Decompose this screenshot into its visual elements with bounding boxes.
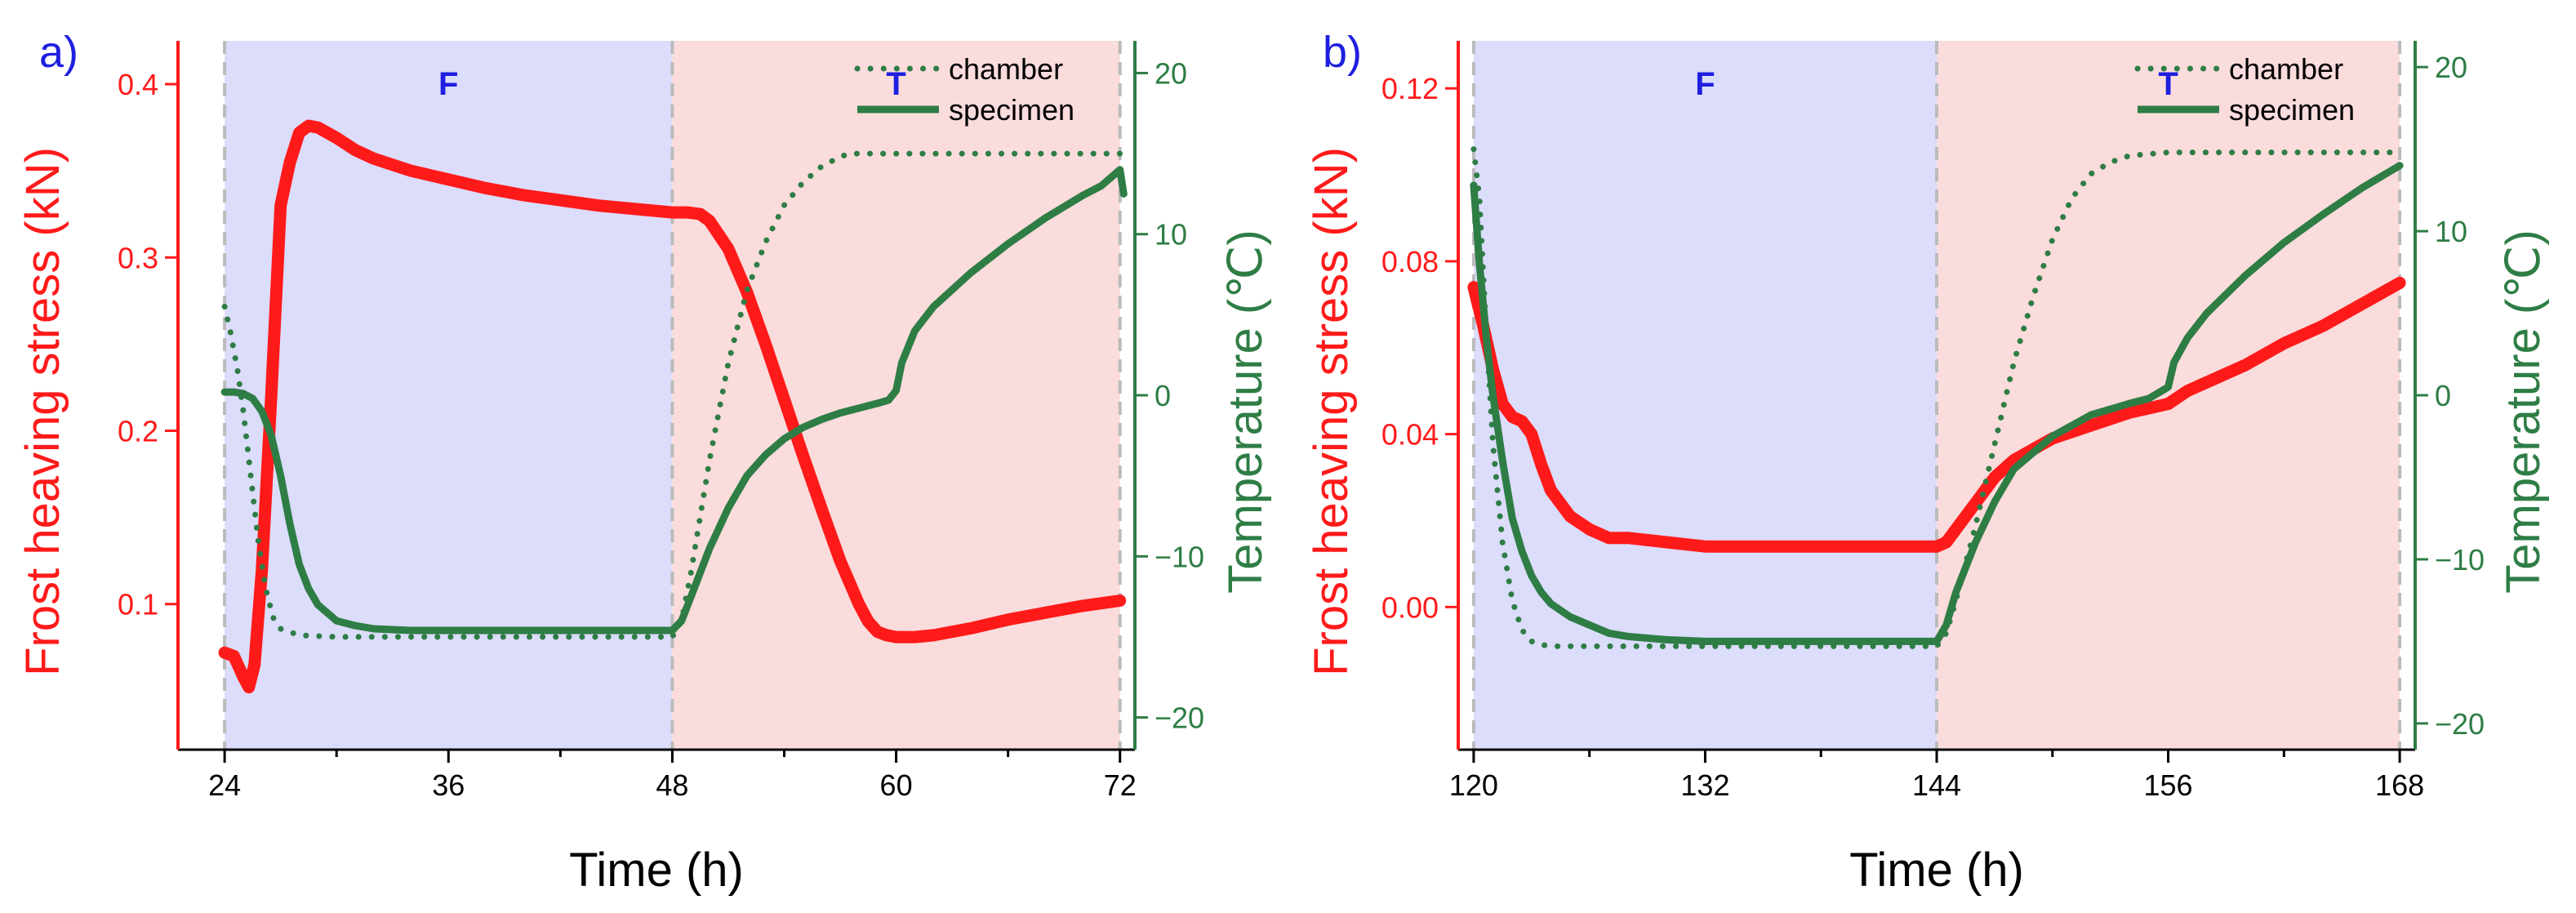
x-tick-label: 132 xyxy=(1680,768,1729,802)
left-y-tick-label: 0.12 xyxy=(1381,72,1439,105)
chart-panel-a: F T 24 36 48 60 72 0.1 0.2 0.3 0.4 −20 −10 0 10 20 Time … xyxy=(16,28,1272,897)
right-y-tick-label: 10 xyxy=(2435,215,2467,248)
phase-band-freeze xyxy=(1473,41,1937,750)
left-y-tick-label: 0.1 xyxy=(118,588,158,621)
right-y-tick-label: −10 xyxy=(2435,543,2485,577)
series-line-frost-heaving-stress xyxy=(218,119,1127,694)
x-tick-label: 168 xyxy=(2375,768,2424,802)
x-tick-label: 120 xyxy=(1449,768,1498,802)
x-tick-label: 72 xyxy=(1104,768,1137,802)
series-line-specimen xyxy=(220,166,1128,635)
right-y-tick-label: −10 xyxy=(1155,540,1204,573)
legend-label-chamber: chamber xyxy=(949,52,1063,86)
right-y-tick-label: 0 xyxy=(2435,379,2451,412)
phase-label-thaw: T xyxy=(886,66,905,102)
chart-panel-b: F T 120 132 144 156 168 0.00 0.04 0.08 0.12 −20 −10 0… xyxy=(1305,28,2550,897)
series-line-frost-heaving-stress xyxy=(1467,276,2406,553)
phase-band-thaw xyxy=(1937,41,2400,750)
left-y-tick-label: 0.4 xyxy=(118,68,158,101)
legend-label-specimen: specimen xyxy=(2229,93,2355,127)
panel-label: a) xyxy=(39,28,78,77)
right-y-tick-label: 10 xyxy=(1155,218,1187,252)
panel-label: b) xyxy=(1323,28,1362,77)
phase-label-freeze: F xyxy=(438,66,458,102)
left-y-tick-label: 0.2 xyxy=(118,415,158,448)
right-y-tick-label: 20 xyxy=(2435,51,2467,84)
series-line-specimen xyxy=(1470,162,2404,645)
x-tick-label: 24 xyxy=(208,768,241,802)
right-y-tick-label: 20 xyxy=(1155,56,1187,90)
x-axis-title: Time (h) xyxy=(569,844,744,897)
x-tick-label: 48 xyxy=(656,768,688,802)
x-tick-label: 156 xyxy=(2144,768,2193,802)
series-line-chamber xyxy=(1470,146,2403,649)
x-tick-label: 144 xyxy=(1912,768,1961,802)
x-axis-title: Time (h) xyxy=(1849,844,2024,897)
left-y-tick-label: 0.08 xyxy=(1381,245,1439,278)
left-y-tick-label: 0.00 xyxy=(1381,590,1439,624)
left-y-axis-title: Frost heaving stress (kN) xyxy=(1305,147,1358,676)
left-y-tick-label: 0.3 xyxy=(118,241,158,274)
legend-label-chamber: chamber xyxy=(2229,52,2343,86)
left-y-axis-title: Frost heaving stress (kN) xyxy=(16,147,69,676)
right-y-tick-label: −20 xyxy=(2435,707,2485,741)
right-y-axis-title: Temperature (℃) xyxy=(1219,229,1272,593)
phase-label-thaw: T xyxy=(2158,66,2178,102)
phase-label-freeze: F xyxy=(1695,66,1715,102)
left-y-tick-label: 0.04 xyxy=(1381,418,1439,452)
x-tick-label: 60 xyxy=(880,768,913,802)
right-y-tick-label: 0 xyxy=(1155,379,1171,412)
right-y-axis-title: Temperature (℃) xyxy=(2497,229,2550,593)
legend-label-specimen: specimen xyxy=(949,93,1074,127)
x-tick-label: 36 xyxy=(432,768,465,802)
right-y-tick-label: −20 xyxy=(1155,701,1204,735)
